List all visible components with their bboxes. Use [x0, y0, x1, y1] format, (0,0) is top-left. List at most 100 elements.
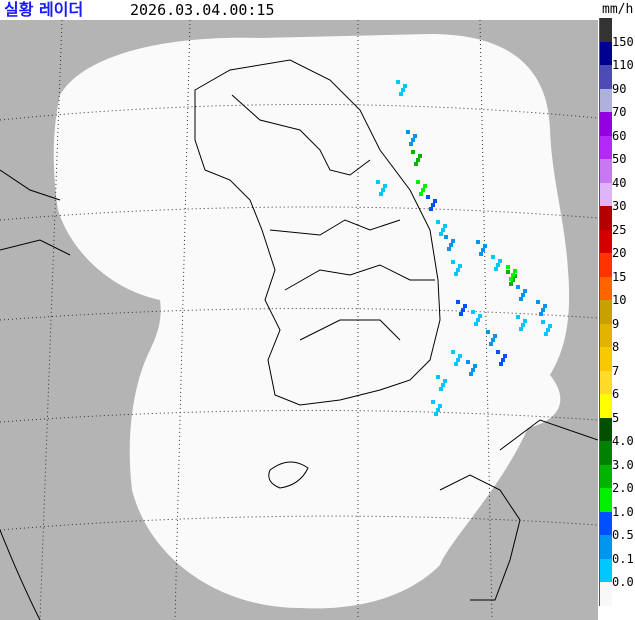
echo-cell [458, 354, 462, 358]
echo-cell [481, 248, 485, 252]
echo-cell [433, 199, 437, 203]
radar-coverage-area [53, 34, 570, 609]
echo-cell [546, 328, 550, 332]
echo-cell [491, 255, 495, 259]
legend-swatch [599, 370, 612, 394]
legend-label: 70 [612, 105, 627, 119]
legend-swatch [599, 323, 612, 347]
legend-swatch [599, 582, 612, 606]
echo-cell [399, 92, 403, 96]
echo-cell [436, 375, 440, 379]
echo-cell [479, 252, 483, 256]
legend-swatch [599, 488, 612, 512]
precipitation-echoes [376, 80, 552, 416]
echo-cell [443, 379, 447, 383]
echo-cell [451, 239, 455, 243]
legend-label: 2.0 [612, 481, 634, 495]
legend-label: 40 [612, 175, 627, 190]
echo-cell [499, 362, 503, 366]
legend-swatch [599, 464, 612, 488]
echo-cell [441, 383, 445, 387]
legend-swatch [599, 417, 612, 441]
echo-cell [509, 277, 513, 281]
echo-cell [451, 260, 455, 264]
legend-swatch [599, 253, 612, 277]
echo-cell [379, 192, 383, 196]
legend-label: 0.0 [612, 575, 634, 589]
echo-cell [506, 265, 510, 269]
echo-cell [411, 138, 415, 142]
echo-cell [498, 259, 502, 263]
legend-label: 20 [612, 246, 627, 260]
legend-label: 90 [612, 81, 627, 96]
echo-cell [548, 324, 552, 328]
echo-cell [411, 150, 415, 154]
echo-cell [483, 244, 487, 248]
echo-cell [486, 330, 490, 334]
echo-cell [416, 158, 420, 162]
echo-cell [436, 220, 440, 224]
echo-cell [459, 312, 463, 316]
echo-cell [431, 203, 435, 207]
echo-cell [431, 400, 435, 404]
legend-label: 60 [612, 128, 627, 143]
legend-swatch [599, 535, 612, 559]
echo-cell [456, 300, 460, 304]
echo-cell [461, 308, 465, 312]
echo-cell [501, 358, 505, 362]
echo-cell [439, 387, 443, 391]
echo-cell [451, 350, 455, 354]
echo-cell [536, 300, 540, 304]
echo-cell [541, 308, 545, 312]
echo-cell [454, 362, 458, 366]
echo-cell [414, 162, 418, 166]
page-title: 실황 레이더 [4, 0, 84, 19]
legend-swatch [599, 558, 612, 582]
legend-label: 0.1 [612, 551, 634, 566]
echo-cell [418, 154, 422, 158]
legend-swatch [599, 135, 612, 159]
echo-cell [469, 372, 473, 376]
echo-cell [444, 235, 448, 239]
echo-cell [423, 184, 427, 188]
echo-cell [421, 188, 425, 192]
legend-label: 6 [612, 387, 620, 401]
echo-cell [476, 240, 480, 244]
legend-swatch [599, 276, 612, 300]
echo-cell [471, 368, 475, 372]
echo-cell [521, 293, 525, 297]
legend-label: 8 [612, 340, 620, 354]
echo-cell [456, 358, 460, 362]
echo-cell [396, 80, 400, 84]
legend-swatch [599, 441, 612, 465]
legend-label: 15 [612, 269, 627, 284]
echo-cell [513, 269, 517, 273]
legend-swatch [599, 206, 612, 230]
legend-swatch [599, 347, 612, 371]
echo-cell [409, 142, 413, 146]
legend-swatch [599, 159, 612, 183]
echo-cell [496, 350, 500, 354]
echo-cell [458, 264, 462, 268]
echo-cell [489, 342, 493, 346]
echo-cell [426, 195, 430, 199]
echo-cell [476, 318, 480, 322]
echo-cell [491, 338, 495, 342]
echo-cell [381, 188, 385, 192]
echo-cell [434, 412, 438, 416]
echo-cell [406, 130, 410, 134]
echo-cell [449, 243, 453, 247]
radar-map[interactable] [0, 20, 598, 620]
legend-swatch [599, 394, 612, 418]
legend-label: 50 [612, 152, 627, 166]
echo-cell [516, 315, 520, 319]
echo-cell [463, 304, 467, 308]
echo-cell [376, 180, 380, 184]
legend-label: 3.0 [612, 457, 634, 472]
legend-swatch [599, 300, 612, 324]
legend-label: 25 [612, 222, 627, 237]
legend-label: 5 [612, 410, 620, 425]
echo-cell [447, 247, 451, 251]
echo-cell [401, 88, 405, 92]
legend-swatch [599, 88, 612, 112]
